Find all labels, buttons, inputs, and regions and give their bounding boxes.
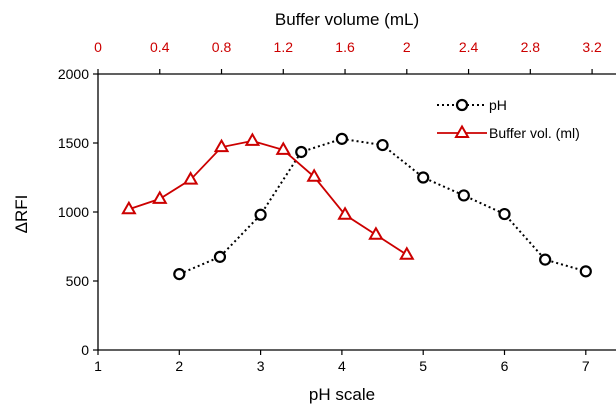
y-tick-label: 1000 bbox=[58, 204, 89, 220]
buffer-point bbox=[244, 132, 261, 146]
ph-point bbox=[173, 268, 186, 281]
ph-point bbox=[417, 171, 430, 184]
x-bottom-tick-label: 1 bbox=[94, 358, 102, 374]
buffer-point bbox=[152, 190, 168, 204]
top-axis-title: Buffer volume (mL) bbox=[275, 10, 419, 29]
buffer-point bbox=[121, 200, 137, 215]
y-axis-title: ΔRFI bbox=[12, 195, 31, 234]
x-bottom-tick-label: 3 bbox=[257, 358, 265, 374]
y-tick-label: 1500 bbox=[58, 135, 89, 151]
buffer-series-line bbox=[128, 140, 408, 256]
buffer-point bbox=[213, 138, 230, 153]
legend: pH Buffer vol. (ml) bbox=[437, 97, 580, 141]
ph-point bbox=[457, 189, 470, 202]
ph-series-line bbox=[178, 137, 587, 276]
x-top-tick-label: 2 bbox=[403, 39, 411, 55]
ph-point bbox=[335, 132, 348, 145]
ph-point bbox=[498, 207, 511, 221]
legend-ph-label: pH bbox=[489, 97, 507, 113]
bottom-axis-title: pH scale bbox=[309, 385, 375, 404]
x-top-tick-label: 2.8 bbox=[521, 39, 541, 55]
ph-point bbox=[295, 145, 308, 159]
buffer-point bbox=[337, 206, 353, 220]
x-top-tick-label: 1.6 bbox=[335, 39, 355, 55]
x-top-tick-label: 3.2 bbox=[582, 39, 602, 55]
buffer-point bbox=[399, 246, 415, 260]
ph-point bbox=[254, 208, 267, 221]
x-bottom-tick-label: 7 bbox=[582, 358, 590, 374]
buffer-point bbox=[306, 168, 322, 182]
legend-ph-marker bbox=[455, 98, 469, 112]
y-tick-label: 0 bbox=[81, 342, 89, 358]
buffer-point bbox=[368, 226, 384, 240]
series-layer bbox=[121, 132, 592, 281]
x-top-tick-label: 2.4 bbox=[459, 39, 479, 55]
x-top-tick-label: 1.2 bbox=[274, 39, 294, 55]
buffer-point bbox=[275, 141, 292, 155]
x-bottom-tick-label: 4 bbox=[338, 358, 346, 374]
ph-point bbox=[213, 250, 227, 263]
buffer-point bbox=[182, 171, 199, 185]
legend-buffer-marker bbox=[454, 124, 470, 138]
x-bottom-tick-label: 2 bbox=[175, 358, 183, 374]
x-top-tick-label: 0 bbox=[94, 39, 102, 55]
legend-buffer-label: Buffer vol. (ml) bbox=[489, 125, 580, 141]
ph-point bbox=[539, 253, 552, 266]
x-top-tick-label: 0.8 bbox=[212, 39, 232, 55]
axes: 0 500 1000 1500 2000 1 2 3 4 5 6 7 0 0.4 0.8 1.2 1.6 2 2.4… bbox=[58, 39, 616, 374]
ph-point bbox=[579, 265, 592, 278]
x-bottom-tick-label: 6 bbox=[501, 358, 509, 374]
x-top-tick-label: 0.4 bbox=[150, 39, 170, 55]
y-tick-label: 500 bbox=[66, 273, 90, 289]
x-bottom-tick-label: 5 bbox=[419, 358, 427, 374]
y-tick-label: 2000 bbox=[58, 66, 89, 82]
ph-point bbox=[376, 138, 389, 152]
